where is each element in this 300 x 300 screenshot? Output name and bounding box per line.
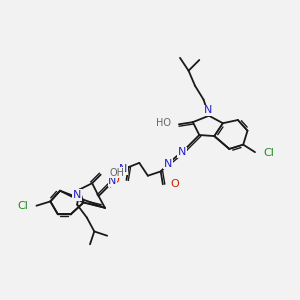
Text: HO: HO: [156, 118, 171, 128]
Text: O: O: [110, 175, 119, 185]
Text: OH: OH: [109, 167, 124, 178]
Text: N: N: [73, 190, 81, 200]
Text: Cl: Cl: [264, 148, 274, 158]
Text: N: N: [178, 147, 186, 157]
Text: N: N: [119, 164, 128, 174]
Text: O: O: [170, 179, 179, 189]
Text: N: N: [164, 159, 172, 169]
Text: N: N: [204, 105, 212, 116]
Text: N: N: [108, 176, 117, 186]
Text: Cl: Cl: [17, 201, 28, 211]
